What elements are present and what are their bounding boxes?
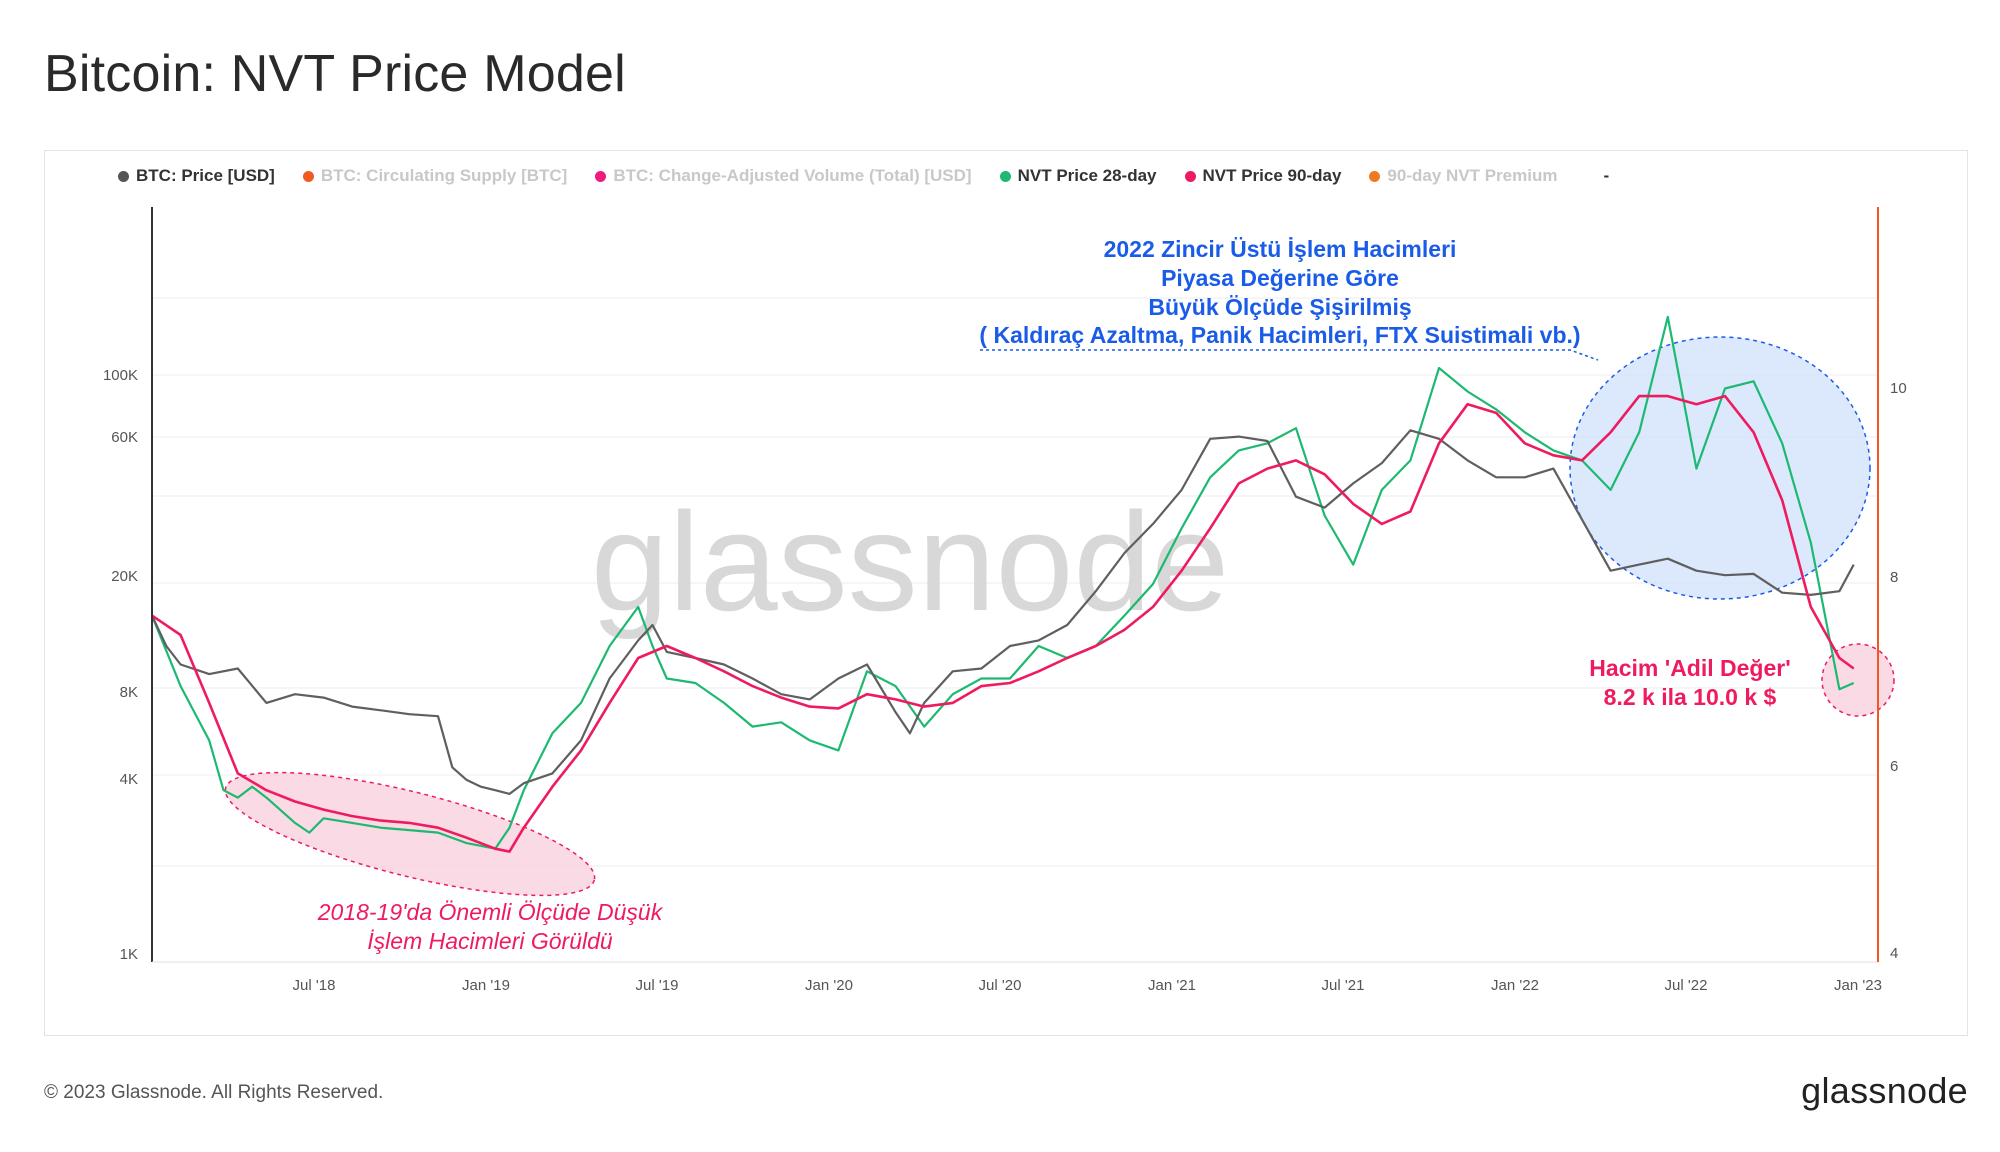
legend-dot: [302, 170, 314, 182]
annotation-inflated-volumes: 2022 Zincir Üstü İşlem Hacimleri Piyasa …: [900, 235, 1660, 350]
annotation-line: 2022 Zincir Üstü İşlem Hacimleri: [1103, 236, 1457, 262]
y-left-tick: 20K: [111, 568, 138, 585]
y-left-tick: 8K: [120, 684, 138, 701]
chart-legend: BTC: Price [USD] BTC: Circulating Supply…: [118, 166, 1609, 186]
legend-dot: [595, 170, 607, 182]
annotation-line: Hacim 'Adil Değer': [1589, 655, 1791, 681]
y-left-tick: 100K: [103, 367, 138, 384]
legend-item-btc-price[interactable]: BTC: Price [USD]: [118, 166, 275, 186]
blue-callout-line: [980, 349, 1599, 361]
x-tick: Jul '18: [293, 977, 336, 994]
annotation-line: ( Kaldıraç Azaltma, Panik Hacimleri, FTX…: [979, 322, 1581, 349]
legend-item-nvt-90[interactable]: NVT Price 90-day: [1184, 166, 1342, 186]
annotation-line: İşlem Hacimleri Görüldü: [367, 927, 613, 954]
legend-label: -: [1603, 166, 1610, 185]
legend-label: NVT Price 28-day: [1017, 166, 1157, 185]
series-line-price: [151, 429, 1855, 795]
annotation-line: 8.2 k ila 10.0 k $: [1603, 683, 1777, 710]
legend-label: BTC: Change-Adjusted Volume (Total) [USD…: [613, 166, 972, 185]
y-right-tick: 6: [1890, 758, 1898, 775]
series-line-nvt90: [151, 394, 1855, 853]
x-tick: Jul '19: [636, 977, 679, 994]
legend-label: 90-day NVT Premium: [1387, 166, 1558, 185]
x-tick: Jan '21: [1148, 977, 1196, 994]
watermark: glassnode: [591, 483, 1229, 640]
footer-copyright: © 2023 Glassnode. All Rights Reserved.: [44, 1082, 384, 1103]
pink-highlight-left: [224, 771, 596, 897]
legend-label: NVT Price 90-day: [1202, 166, 1342, 185]
x-tick: Jan '23: [1834, 977, 1882, 994]
legend-item-change-adjusted-volume[interactable]: BTC: Change-Adjusted Volume (Total) [USD…: [595, 166, 972, 186]
y-left-tick: 1K: [120, 946, 138, 963]
legend-item-nvt-28[interactable]: NVT Price 28-day: [999, 166, 1157, 186]
footer-logo: glassnode: [1801, 1070, 1968, 1111]
legend-item-circulating-supply[interactable]: BTC: Circulating Supply [BTC]: [302, 166, 568, 186]
annotation-line: 2018-19'da Önemli Ölçüde Düşük: [317, 899, 663, 925]
legend-dot: [1369, 170, 1381, 182]
y-left-tick: 4K: [120, 771, 138, 788]
series-line-nvt28: [150, 315, 1855, 850]
legend-item-dash: -: [1603, 166, 1609, 186]
x-tick: Jul '20: [979, 977, 1022, 994]
legend-dot: [999, 170, 1011, 182]
annotation-low-volumes: 2018-19'da Önemli Ölçüde Düşük İşlem Hac…: [290, 898, 690, 956]
series-layer: [150, 315, 1855, 853]
legend-item-nvt-premium[interactable]: 90-day NVT Premium: [1369, 166, 1557, 186]
y-right-tick: 10: [1890, 380, 1907, 397]
x-tick: Jan '20: [805, 977, 853, 994]
legend-dot: [1184, 170, 1196, 182]
x-tick: Jan '19: [462, 977, 510, 994]
x-tick: Jul '22: [1665, 977, 1708, 994]
legend-label: BTC: Price [USD]: [136, 166, 275, 185]
x-tick: Jan '22: [1491, 977, 1539, 994]
legend-dot: [118, 170, 129, 182]
legend-label: BTC: Circulating Supply [BTC]: [320, 166, 568, 185]
y-right-tick: 4: [1890, 945, 1898, 962]
y-left-tick: 60K: [111, 429, 138, 446]
page-title: Bitcoin: NVT Price Model: [44, 45, 626, 103]
x-tick: Jul '21: [1322, 977, 1365, 994]
pink-highlight-right: [1821, 643, 1895, 717]
annotation-fair-value: Hacim 'Adil Değer' 8.2 k ila 10.0 k $: [1580, 654, 1800, 712]
blue-highlight-ellipse: [1569, 336, 1871, 600]
y-right-tick: 8: [1890, 569, 1898, 586]
annotation-line: Piyasa Değerine Göre: [1161, 264, 1399, 291]
annotation-line: Büyük Ölçüde Şişirilmiş: [1148, 293, 1412, 320]
